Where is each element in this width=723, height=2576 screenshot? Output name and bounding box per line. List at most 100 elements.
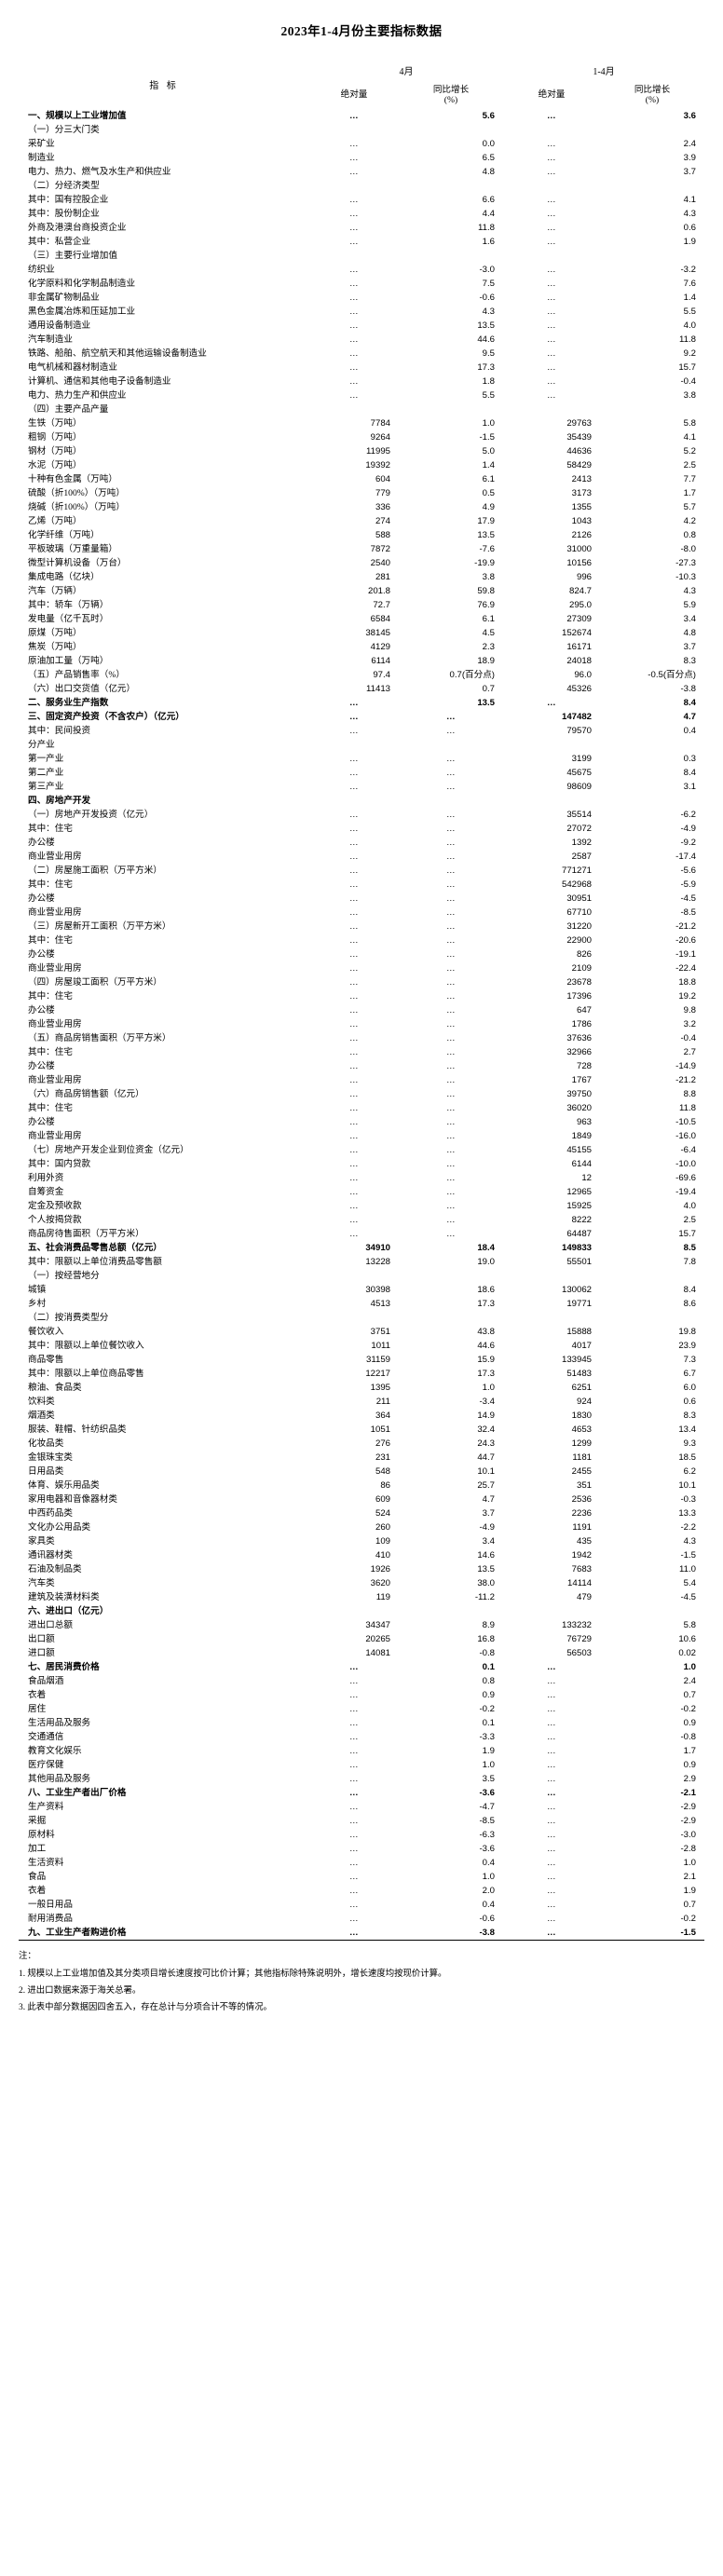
cell-absolute-cumulative: 37636 [566,1032,592,1043]
cell-absolute-month: 364 [375,1410,390,1421]
cell-absolute-cumulative [503,179,600,193]
cell-growth-cumulative: -0.2 [680,1913,696,1924]
table-row: 其中：限额以上单位商品零售 12217 17.3 51483 6.7 [19,1367,704,1381]
cell-absolute-month: 281 [375,571,390,582]
cell-absolute-month: … [348,320,360,331]
table-row: 集成电路（亿块） 281 3.8 996 -10.3 [19,570,704,584]
table-row: 汽车（万辆） 201.8 59.8 824.7 4.3 [19,584,704,598]
cell-absolute-month: 201.8 [367,585,390,596]
cell-absolute-month: … [348,1186,360,1197]
cell-growth-month: 13.5 [477,697,495,708]
row-indicator-label: 化妆品类 [28,1438,64,1449]
row-indicator-label: 电气机械和器材制造业 [28,361,117,373]
cell-absolute-cumulative: … [546,138,557,149]
cell-absolute-month: 13228 [365,1256,390,1267]
cell-growth-cumulative: 0.7 [683,1689,696,1700]
table-row: （四）主要产品产量 [19,402,704,416]
table-row: 饮料类 211 -3.4 924 0.6 [19,1395,704,1409]
cell-growth-cumulative [600,1311,704,1325]
cell-growth-month: 25.7 [477,1479,495,1491]
cell-growth-month: 13.5 [477,1563,495,1574]
cell-growth-month: -3.6 [479,1843,495,1854]
table-row: 水泥（万吨） 19392 1.4 58429 2.5 [19,458,704,472]
row-indicator-label: 八、工业生产者出厂价格 [28,1787,127,1798]
cell-absolute-month: … [348,851,360,862]
cell-growth-cumulative: 18.5 [678,1452,696,1463]
table-row: （二）分经济类型 [19,179,704,193]
cell-absolute-cumulative: … [546,278,557,289]
table-row: 三、固定资产投资（不含农户）（亿元） … … 147482 4.7 [19,710,704,724]
cell-absolute-month: … [348,361,360,373]
cell-absolute-cumulative: 996 [576,571,592,582]
cell-absolute-cumulative: … [546,1689,557,1700]
row-indicator-label: 商业营业用房 [28,1130,82,1141]
cell-growth-cumulative [600,179,704,193]
cell-growth-cumulative: -4.9 [680,823,696,834]
cell-growth-month: 17.3 [477,1368,495,1379]
cell-absolute-cumulative: 24018 [566,655,592,666]
table-row: 烟酒类 364 14.9 1830 8.3 [19,1409,704,1423]
sub-header-line2: (%) [645,95,660,105]
cell-absolute-cumulative: … [546,1661,557,1672]
row-indicator-label: 原材料 [28,1829,55,1840]
cell-absolute-month [309,738,399,752]
row-indicator-label: 其中：民间投资 [28,725,91,736]
row-indicator-label: 其中：国有控股企业 [28,194,109,205]
cell-growth-month: … [445,837,457,848]
row-indicator-label: 日用品类 [28,1465,64,1477]
cell-growth-month: … [445,1018,457,1029]
cell-absolute-cumulative: … [503,1926,600,1941]
cell-growth-month: 6.6 [482,194,495,205]
cell-growth-month: -3.8 [399,1926,503,1941]
cell-absolute-cumulative [503,794,600,808]
row-indicator-label: 非金属矿物制品业 [28,292,100,303]
table-row: 其中：住宅 … … 27072 -4.9 [19,822,704,836]
cell-absolute-cumulative: 96.0 [574,669,592,680]
cell-absolute-cumulative: 152674 [561,627,592,638]
table-row: 办公楼 … … 728 -14.9 [19,1059,704,1073]
cell-growth-month: … [445,1032,457,1043]
cell-growth-cumulative: 4.3 [683,1535,696,1547]
cell-growth-month: 1.9 [482,1745,495,1756]
table-row: 商品房待售面积（万平方米） … … 64487 15.7 [19,1227,704,1241]
cell-absolute-cumulative: 1299 [571,1438,592,1449]
cell-growth-cumulative: -10.5 [675,1116,696,1127]
cell-growth-month: 44.7 [477,1452,495,1463]
table-row: 采矿业 … 0.0 … 2.4 [19,137,704,151]
table-body: 一、规模以上工业增加值 … 5.6 … 3.6 （一）分三大门类 采矿业 … 0.0 … 2.4 制造… [19,109,704,1941]
row-indicator-label: 其中：住宅 [28,990,73,1002]
cell-growth-cumulative: 15.7 [678,361,696,373]
row-indicator-label: （一）房地产开发投资（亿元） [28,809,154,820]
cell-absolute-month: 34910 [365,1242,390,1253]
table-row: （五）商品房销售面积（万平方米） … … 37636 -0.4 [19,1031,704,1045]
cell-absolute-cumulative: 35514 [566,809,592,820]
cell-absolute-cumulative: 64487 [566,1228,592,1239]
table-row: 其中：限额以上单位消费品零售额 13228 19.0 55501 7.8 [19,1255,704,1269]
row-indicator-label: 铁路、船舶、航空航天和其他运输设备制造业 [28,348,207,359]
table-row: 八、工业生产者出厂价格 … -3.6 … -2.1 [19,1786,704,1800]
row-indicator-label: （二）分经济类型 [28,180,100,191]
cell-absolute-cumulative: 27072 [566,823,592,834]
cell-absolute-cumulative: … [546,389,557,401]
note-item-2: 2. 进出口数据来源于海关总署。 [19,1985,142,1996]
cell-growth-month [399,123,503,137]
cell-absolute-cumulative: 351 [576,1479,592,1491]
cell-absolute-month: … [348,893,360,904]
cell-absolute-cumulative: … [546,334,557,345]
cell-absolute-month: … [348,236,360,247]
cell-absolute-cumulative: 1767 [571,1074,592,1085]
cell-absolute-cumulative: 3173 [571,487,592,498]
table-row: （四）房屋竣工面积（万平方米） … … 23678 18.8 [19,975,704,989]
cell-absolute-month: … [348,1787,360,1798]
cell-absolute-cumulative: … [546,361,557,373]
row-indicator-label: （五）产品销售率（%） [28,669,125,680]
notes-label: 注： [19,1952,36,1961]
cell-absolute-month [309,179,399,193]
cell-growth-month: 43.8 [477,1326,495,1337]
table-row: 其中：轿车（万辆） 72.7 76.9 295.0 5.9 [19,598,704,612]
cell-growth-cumulative: -0.4 [680,1032,696,1043]
cell-growth-cumulative: 8.3 [683,1410,696,1421]
row-indicator-label: （六）出口交货值（亿元） [28,683,136,694]
row-indicator-label: （一）按经营地分 [28,1270,100,1281]
cell-growth-month: 18.9 [477,655,495,666]
